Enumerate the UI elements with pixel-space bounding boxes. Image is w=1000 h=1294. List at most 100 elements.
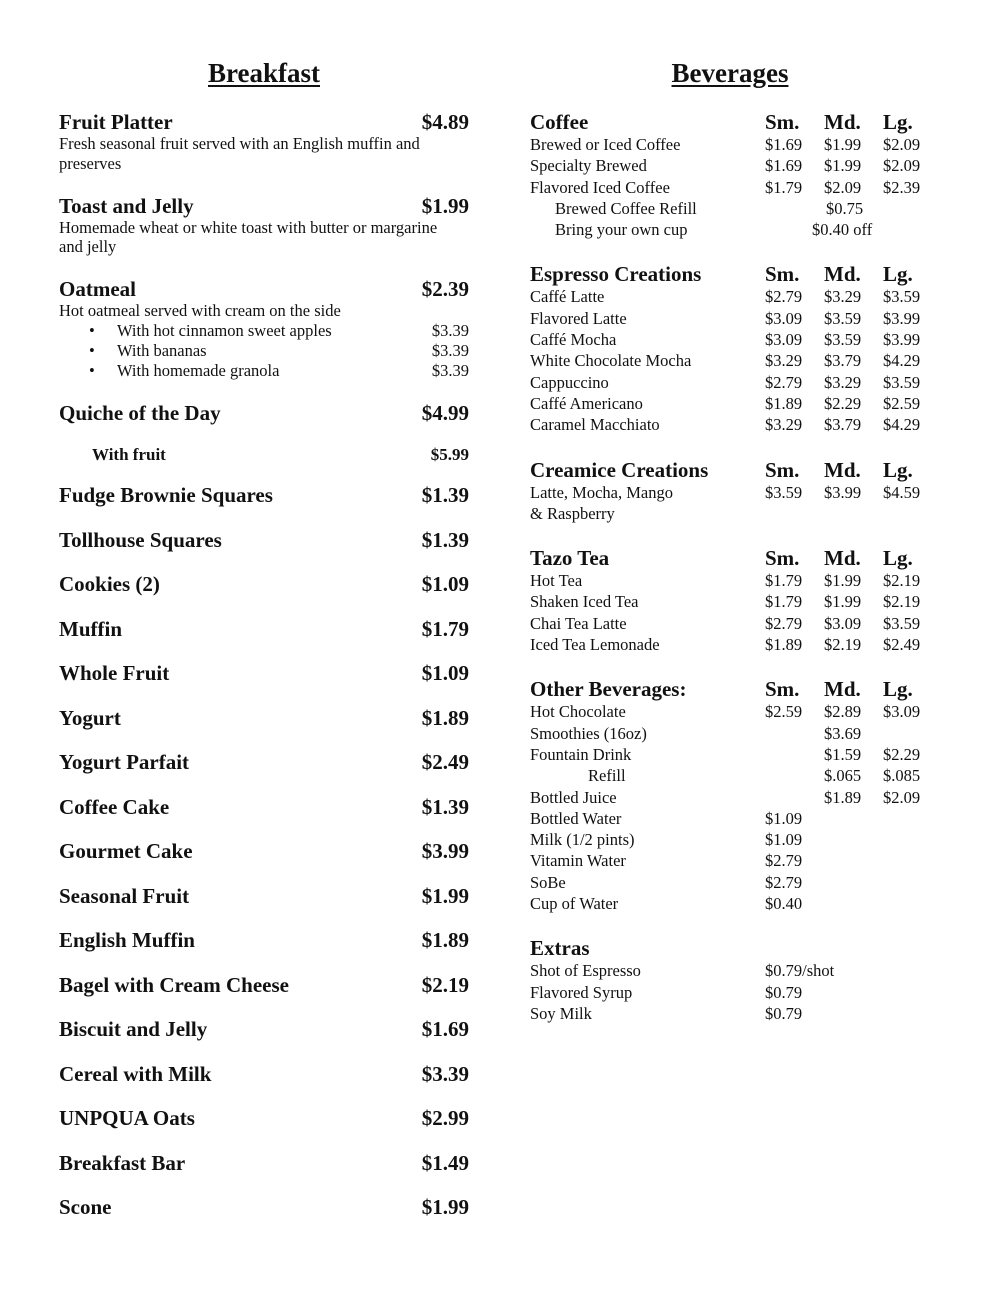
item-header: Oatmeal $2.39 — [59, 277, 469, 301]
price-sm: $2.79 — [765, 872, 803, 892]
beverages-column: Beverages Coffee Sm. Md. Lg. Brewed or Iced … — [530, 58, 930, 1024]
price-sm: $2.79 — [765, 287, 803, 307]
beverage-name: Shaken Iced Tea — [530, 592, 639, 612]
item-name: Bagel with Cream Cheese — [59, 972, 289, 997]
beverage-name: & Raspberry — [530, 503, 615, 523]
menu-item: Coffee Cake $1.39 — [59, 795, 469, 819]
item-price: $1.79 — [421, 616, 469, 641]
beverage-row: White Chocolate Mocha $3.29 $3.79 $4.29 — [530, 350, 930, 371]
item-header: Seasonal Fruit $1.99 — [59, 884, 469, 908]
price-sm: $1.79 — [765, 571, 803, 591]
item-name: Cookies (2) — [59, 572, 160, 596]
price-md: $3.79 — [824, 351, 862, 371]
beverage-name: Cappuccino — [530, 372, 609, 392]
item-header: Fudge Brownie Squares $1.39 — [59, 483, 469, 507]
beverage-name: Caramel Macchiato — [530, 415, 660, 435]
beverage-row: Refill $.065 $.085 — [530, 765, 930, 786]
price-sm: $3.59 — [765, 482, 803, 502]
beverage-row: Cup of Water $0.40 — [530, 893, 930, 914]
item-description: Homemade wheat or white toast with butte… — [59, 217, 438, 257]
beverage-row: Soy Milk $0.79 — [530, 1003, 930, 1024]
size-header-lg: Lg. — [883, 110, 913, 134]
option-price: $3.39 — [431, 360, 469, 380]
item-header: Tollhouse Squares $1.39 — [59, 528, 469, 552]
price-md: $2.19 — [824, 635, 862, 655]
beverage-name: Bottled Water — [530, 808, 622, 828]
item-price: $1.39 — [421, 794, 469, 819]
size-header-sm: Sm. — [765, 546, 800, 571]
section-header: Other Beverages: Sm. Md. Lg. — [530, 677, 930, 701]
price-sm: $1.69 — [765, 156, 803, 176]
item-price: $1.09 — [421, 572, 469, 596]
size-header-sm: Sm. — [765, 110, 800, 134]
menu-item: Whole Fruit $1.09 — [59, 661, 469, 685]
item-header: Quiche of the Day $4.99 — [59, 401, 469, 425]
option-price: $3.39 — [431, 320, 469, 340]
beverage-name: Caffé Mocha — [530, 330, 617, 350]
item-price: $1.39 — [421, 483, 469, 507]
item-name: Fudge Brownie Squares — [59, 483, 273, 507]
menu-item: Fudge Brownie Squares $1.39 — [59, 483, 469, 507]
item-price: $4.89 — [421, 110, 469, 134]
price-md: $3.69 — [824, 723, 862, 743]
beverage-name: Brewed or Iced Coffee — [530, 135, 681, 154]
size-header-lg: Lg. — [883, 546, 913, 571]
beverage-row: Bring your own cup $0.40 off — [530, 219, 930, 240]
item-price: $1.99 — [421, 193, 469, 218]
price-md: $2.89 — [824, 702, 862, 722]
size-header-md: Md. — [824, 262, 861, 287]
section-title: Coffee — [530, 110, 589, 134]
price-sm: $3.09 — [765, 330, 803, 350]
menu-item: Oatmeal $2.39 Hot oatmeal served with crea… — [59, 277, 469, 381]
item-header: Yogurt $1.89 — [59, 706, 469, 730]
item-header: UNPQUA Oats $2.99 — [59, 1106, 469, 1130]
menu-item: Seasonal Fruit $1.99 — [59, 884, 469, 908]
beverage-name: Hot Tea — [530, 571, 583, 591]
price-md: $2.29 — [824, 393, 862, 413]
price-md: $1.89 — [824, 787, 862, 807]
item-price: $2.39 — [421, 277, 469, 301]
item-price: $1.49 — [421, 1150, 469, 1175]
section-header: Espresso Creations Sm. Md. Lg. — [530, 262, 930, 286]
price-md: $.065 — [824, 766, 862, 786]
item-price: $1.89 — [421, 928, 469, 952]
beverage-sections: Coffee Sm. Md. Lg. Brewed or Iced Coffee $1.6… — [530, 110, 930, 1024]
beverage-row: & Raspberry — [530, 503, 930, 524]
item-price: $2.19 — [421, 972, 469, 997]
beverage-name: Vitamin Water — [530, 851, 626, 871]
beverage-name: SoBe — [530, 872, 566, 892]
price-sm: $3.29 — [765, 415, 803, 435]
beverage-name: Latte, Mocha, Mango — [530, 482, 673, 502]
price-lg: $2.09 — [883, 135, 921, 154]
option-item: With hot cinnamon sweet apples $3.39 — [59, 321, 469, 341]
item-name: Tollhouse Squares — [59, 527, 222, 552]
beverage-name: Flavored Syrup — [530, 982, 633, 1002]
item-header: Bagel with Cream Cheese $2.19 — [59, 973, 469, 997]
beverage-name: Chai Tea Latte — [530, 613, 627, 633]
item-description: Hot oatmeal served with cream on the sid… — [59, 301, 341, 320]
item-header: Fruit Platter $4.89 — [59, 110, 469, 134]
beverage-row: Bottled Water $1.09 — [530, 808, 930, 829]
beverage-row: Brewed or Iced Coffee $1.69 $1.99 $2.09 — [530, 134, 930, 155]
beverage-name: Soy Milk — [530, 1003, 592, 1023]
item-name: Whole Fruit — [59, 661, 170, 685]
item-header: Biscuit and Jelly $1.69 — [59, 1017, 469, 1041]
item-header: Cereal with Milk $3.39 — [59, 1062, 469, 1086]
item-description: Fresh seasonal fruit served with an Engl… — [59, 134, 420, 173]
beverage-section: Espresso Creations Sm. Md. Lg. Caffé Latte $2… — [530, 262, 930, 435]
price-lg: $3.99 — [883, 308, 921, 328]
price-sm: $0.79 — [765, 1003, 803, 1023]
menu-item: Muffin $1.79 — [59, 617, 469, 641]
item-name: Yogurt — [59, 705, 121, 730]
beverage-name: Bottled Juice — [530, 787, 617, 807]
size-header-lg: Lg. — [883, 262, 913, 287]
beverage-row: Hot Chocolate $2.59 $2.89 $3.09 — [530, 701, 930, 722]
price-sm: $0.79 — [765, 982, 803, 1002]
price-lg: $4.29 — [883, 415, 921, 435]
price-md: $3.59 — [824, 308, 862, 328]
item-header: Gourmet Cake $3.99 — [59, 839, 469, 863]
beverage-name: Shot of Espresso — [530, 961, 641, 981]
item-name: Cereal with Milk — [59, 1061, 212, 1086]
size-header-sm: Sm. — [765, 262, 800, 287]
price-sm: $1.09 — [765, 830, 803, 850]
